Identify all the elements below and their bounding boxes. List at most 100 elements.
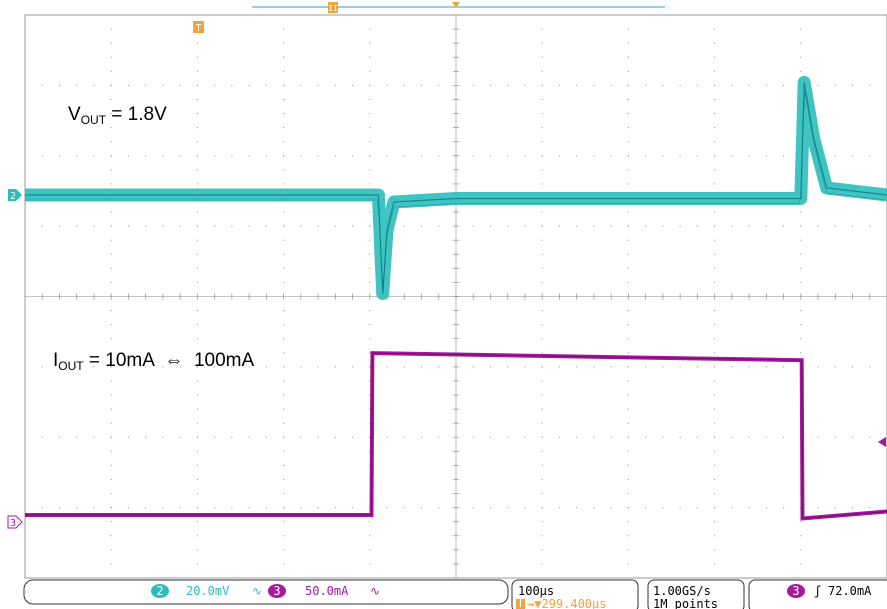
grid-dot bbox=[800, 42, 802, 44]
grid-dot bbox=[627, 127, 630, 129]
grid-dot bbox=[541, 478, 543, 481]
grid-dot bbox=[110, 450, 112, 452]
grid-dot bbox=[541, 309, 543, 312]
grid-dot bbox=[196, 70, 198, 72]
trigger-time-marker[interactable]: T bbox=[193, 21, 204, 34]
grid-dot bbox=[714, 577, 716, 579]
grid-dot bbox=[472, 436, 474, 438]
grid-dot bbox=[196, 98, 198, 101]
grid-dot bbox=[403, 225, 405, 227]
grid-dot bbox=[627, 450, 630, 452]
grid-dot bbox=[41, 366, 43, 368]
grid-dot bbox=[283, 436, 285, 438]
grid-dot bbox=[627, 352, 630, 354]
trigger-panel[interactable] bbox=[748, 579, 887, 609]
grid-dot bbox=[645, 366, 647, 368]
grid-dot bbox=[110, 380, 112, 382]
grid-dot bbox=[420, 366, 423, 368]
grid-dot bbox=[731, 366, 733, 368]
grid-dot bbox=[541, 563, 543, 565]
grid-dot bbox=[714, 352, 716, 354]
grid-dot bbox=[265, 436, 267, 438]
grid-dot bbox=[800, 253, 802, 255]
grid-dot bbox=[317, 366, 319, 368]
grid-dot bbox=[110, 155, 112, 157]
grid-dot bbox=[731, 507, 733, 509]
grid-dot bbox=[196, 338, 198, 340]
grid-dot bbox=[696, 84, 698, 86]
grid-dot bbox=[714, 267, 716, 269]
grid-dot bbox=[162, 436, 164, 438]
ch2-badge[interactable] bbox=[151, 584, 169, 598]
grid-dot bbox=[731, 84, 733, 86]
grid-dot bbox=[627, 535, 630, 537]
grid-dot bbox=[110, 394, 112, 396]
grid-dot bbox=[110, 577, 112, 579]
grid-dot bbox=[162, 366, 164, 368]
grid-dot bbox=[627, 380, 630, 382]
grid-dot bbox=[283, 211, 285, 213]
grid-dot bbox=[369, 112, 371, 115]
grid-dot bbox=[127, 366, 130, 368]
grid-dot bbox=[196, 535, 198, 537]
ch2-ground-marker[interactable]: 2 bbox=[8, 189, 22, 202]
grid-dot bbox=[627, 84, 630, 86]
grid-dot bbox=[196, 169, 198, 171]
iout-annotation: IOUT = 10mA ⇔ 100mA bbox=[53, 350, 255, 373]
grid-dot bbox=[627, 309, 630, 312]
grid-dot bbox=[110, 183, 112, 185]
grid-dot bbox=[507, 436, 509, 438]
grid-dot bbox=[714, 436, 716, 438]
trigger-position-marker[interactable] bbox=[452, 2, 460, 8]
grid-dot bbox=[541, 141, 543, 143]
grid-dot bbox=[283, 253, 285, 255]
grid-dot bbox=[196, 422, 198, 424]
grid-dot bbox=[731, 225, 733, 227]
grid-dot bbox=[110, 112, 112, 115]
grid-dot bbox=[351, 84, 354, 86]
grid-dot bbox=[283, 324, 285, 326]
grid-dot bbox=[283, 422, 285, 424]
grid-dot bbox=[300, 155, 302, 157]
grid-dot bbox=[782, 507, 785, 509]
cursor-top-marker[interactable]: II bbox=[328, 2, 338, 13]
grid-dot bbox=[283, 338, 285, 340]
grid-dot bbox=[110, 309, 112, 312]
timebase-panel[interactable] bbox=[511, 579, 639, 609]
ch2-ripple bbox=[25, 91, 886, 295]
grid-dot bbox=[541, 507, 543, 509]
grid-dot bbox=[351, 436, 354, 438]
grid-dot bbox=[507, 507, 509, 509]
trigger-pos-badge bbox=[516, 599, 525, 609]
grid-dot bbox=[748, 155, 750, 157]
grid-dot bbox=[248, 155, 250, 157]
grid-dot bbox=[782, 155, 785, 157]
grid-dot bbox=[283, 521, 285, 523]
vertical-settings-panel[interactable] bbox=[23, 579, 509, 605]
grid-dot bbox=[817, 436, 819, 438]
grid-dot bbox=[472, 507, 474, 509]
grid-dot bbox=[110, 492, 112, 495]
grid-dot bbox=[696, 225, 698, 227]
grid-dot bbox=[317, 225, 319, 227]
grid-dot bbox=[679, 84, 681, 86]
grid-dot bbox=[369, 563, 371, 565]
grid-dot bbox=[627, 521, 630, 523]
grid-dot bbox=[800, 535, 802, 537]
grid-dot bbox=[58, 436, 61, 438]
grid-dot bbox=[714, 492, 716, 495]
grid-dot bbox=[300, 366, 302, 368]
ch3-badge[interactable] bbox=[268, 584, 286, 598]
grid-dot bbox=[714, 281, 716, 284]
grid-dot bbox=[369, 56, 371, 58]
grid-dot bbox=[196, 183, 198, 185]
grid-dot bbox=[76, 366, 78, 368]
grid-dot bbox=[58, 155, 61, 157]
grid-dot bbox=[283, 267, 285, 269]
grid-dot bbox=[58, 507, 61, 509]
ch3-ground-marker[interactable]: 3 bbox=[7, 515, 23, 529]
grid-dot bbox=[610, 155, 612, 157]
trigger-level-marker[interactable] bbox=[878, 437, 886, 447]
acquisition-panel[interactable] bbox=[647, 579, 745, 609]
grid-dot bbox=[110, 211, 112, 213]
